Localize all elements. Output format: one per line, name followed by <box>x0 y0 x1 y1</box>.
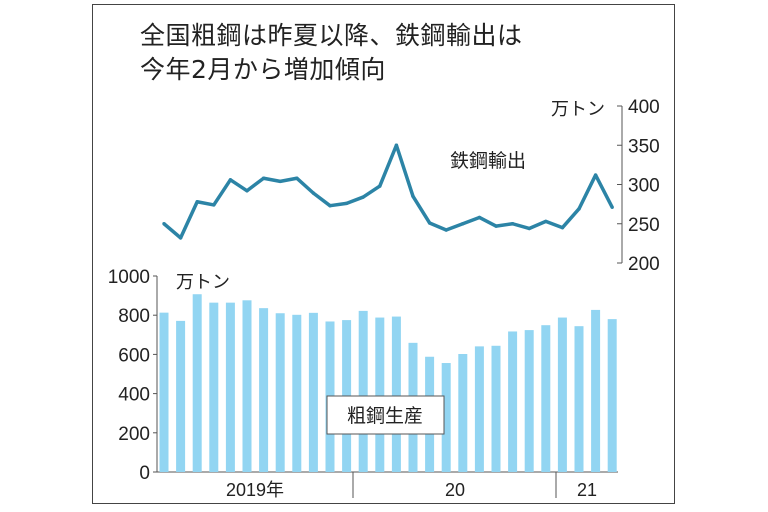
export-line-point <box>394 143 399 147</box>
x-label-2020: 20 <box>445 480 465 500</box>
line-y-tick-label: 250 <box>628 215 660 236</box>
crude-steel-bar <box>508 331 518 472</box>
crude-steel-bar <box>292 314 302 472</box>
line-y-tick-label: 300 <box>628 176 660 197</box>
bar-series-label: 粗鋼生産 <box>347 405 423 427</box>
bar-y-tick-label: 800 <box>118 306 150 327</box>
export-line-point <box>212 203 216 207</box>
crude-steel-bar <box>591 309 601 472</box>
crude-steel-bar <box>557 317 567 472</box>
crude-steel-bar <box>176 320 186 472</box>
crude-steel-bar <box>541 325 551 472</box>
export-line-point <box>261 176 266 180</box>
line-y-tick-label: 350 <box>628 136 660 157</box>
bar-y-tick-label: 1000 <box>108 267 150 288</box>
export-line-point <box>278 179 282 184</box>
crude-steel-bar <box>209 302 219 472</box>
export-line-point <box>245 189 249 193</box>
export-line-point <box>527 226 531 231</box>
export-line-point <box>328 203 332 208</box>
crude-steel-bar <box>474 346 484 472</box>
export-line-point <box>162 222 166 226</box>
export-line-point <box>411 194 415 198</box>
line-y-tick-label: 400 <box>628 97 660 118</box>
export-line-point <box>560 225 565 230</box>
crude-steel-bar <box>275 313 285 472</box>
export-line-point <box>593 173 598 177</box>
bar-y-tick-label: 400 <box>118 385 150 406</box>
crude-steel-bar <box>607 319 617 472</box>
export-line-point <box>311 191 316 195</box>
crude-steel-bar <box>192 294 202 472</box>
crude-steel-bar <box>259 308 269 472</box>
bar-series-label-box <box>326 395 445 435</box>
export-line <box>162 143 614 240</box>
line-y-tick-label: 200 <box>628 254 660 275</box>
crude-steel-bar <box>491 345 501 472</box>
x-label-2021: 21 <box>577 480 597 500</box>
bar-y-tick-label: 0 <box>139 463 150 484</box>
crude-steel-bar <box>308 312 318 472</box>
line-unit-label: 万トン <box>551 99 605 119</box>
export-line-point <box>378 184 382 188</box>
export-line-point <box>494 224 498 228</box>
export-line-point <box>344 201 349 206</box>
bar-y-tick-label: 600 <box>118 345 150 366</box>
crude-steel-bar <box>159 312 169 472</box>
export-line-point <box>477 215 482 220</box>
crude-steel-bar <box>375 317 385 472</box>
export-line-point <box>178 236 183 240</box>
export-line-point <box>427 221 432 225</box>
crude-steel-bar <box>391 316 401 472</box>
x-label-2019: 2019年 <box>226 480 284 500</box>
crude-steel-bar <box>574 326 584 472</box>
export-line-point <box>295 176 299 180</box>
crude-steel-bar <box>441 363 451 472</box>
crude-steel-bar <box>242 300 252 472</box>
export-line-point <box>195 200 199 204</box>
export-line-point <box>228 178 233 182</box>
export-line-point <box>361 195 365 199</box>
bar-unit-label: 万トン <box>176 272 230 292</box>
chart-frame <box>92 4 675 504</box>
export-line-point <box>577 207 581 211</box>
export-line-point <box>510 222 515 226</box>
bar-y-tick-label: 200 <box>118 424 150 445</box>
export-line-point <box>461 222 465 226</box>
crude-steel-bar <box>358 310 368 472</box>
export-line-point <box>444 228 448 232</box>
export-line-point <box>544 219 548 224</box>
crude-steel-bar <box>225 302 235 472</box>
crude-steel-bar <box>524 330 534 472</box>
chart-title-line1: 全国粗鋼は昨夏以降、鉄鋼輸出は <box>140 21 523 50</box>
line-series-label: 鉄鋼輸出 <box>450 150 526 172</box>
crude-steel-bar <box>458 354 468 472</box>
export-line-point <box>610 205 614 209</box>
chart-title-line2: 今年2月から増加傾向 <box>140 55 386 84</box>
